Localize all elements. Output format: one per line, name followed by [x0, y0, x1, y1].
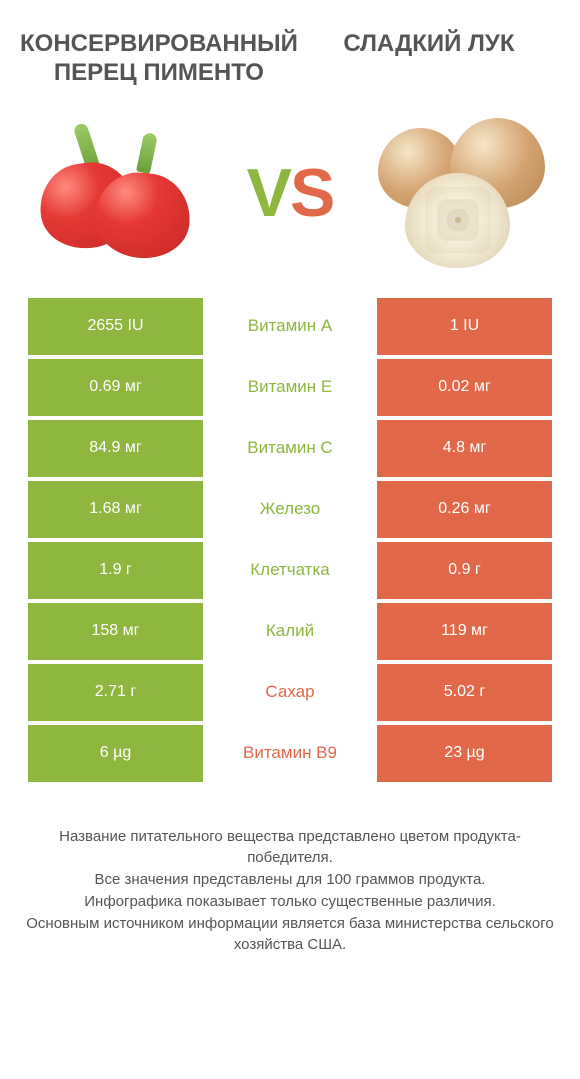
cell-left-value: 84.9 мг	[28, 420, 203, 477]
table-row: 6 µgВитамин B923 µg	[28, 725, 552, 782]
cell-right-value: 0.9 г	[377, 542, 552, 599]
cell-nutrient-label: Витамин C	[203, 420, 377, 477]
images-row: VS	[0, 98, 580, 298]
table-row: 0.69 мгВитамин E0.02 мг	[28, 359, 552, 416]
cell-left-value: 6 µg	[28, 725, 203, 782]
table-row: 1.68 мгЖелезо0.26 мг	[28, 481, 552, 538]
cell-right-value: 1 IU	[377, 298, 552, 355]
onion-icon	[370, 113, 550, 273]
cell-right-value: 4.8 мг	[377, 420, 552, 477]
vs-label: VS	[247, 154, 334, 232]
table-row: 1.9 гКлетчатка0.9 г	[28, 542, 552, 599]
footer-line: Название питательного вещества представл…	[25, 826, 555, 870]
image-left	[30, 108, 210, 278]
cell-nutrient-label: Витамин B9	[203, 725, 377, 782]
cell-nutrient-label: Сахар	[203, 664, 377, 721]
cell-right-value: 119 мг	[377, 603, 552, 660]
footer-notes: Название питательного вещества представл…	[0, 786, 580, 957]
cell-nutrient-label: Калий	[203, 603, 377, 660]
cell-right-value: 5.02 г	[377, 664, 552, 721]
cell-nutrient-label: Витамин A	[203, 298, 377, 355]
image-right	[370, 108, 550, 278]
title-right: Сладкий лук	[298, 30, 560, 59]
footer-line: Все значения представлены для 100 граммо…	[25, 869, 555, 891]
pepper-icon	[35, 118, 205, 268]
cell-nutrient-label: Витамин E	[203, 359, 377, 416]
cell-left-value: 158 мг	[28, 603, 203, 660]
vs-s: S	[290, 155, 333, 231]
table-row: 158 мгКалий119 мг	[28, 603, 552, 660]
cell-nutrient-label: Железо	[203, 481, 377, 538]
table-row: 84.9 мгВитамин C4.8 мг	[28, 420, 552, 477]
cell-left-value: 2.71 г	[28, 664, 203, 721]
cell-left-value: 2655 IU	[28, 298, 203, 355]
cell-right-value: 0.02 мг	[377, 359, 552, 416]
header: Консервированный перец Пименто Сладкий л…	[0, 0, 580, 98]
vs-v: V	[247, 155, 290, 231]
cell-right-value: 23 µg	[377, 725, 552, 782]
title-left: Консервированный перец Пименто	[20, 30, 298, 88]
table-row: 2.71 гСахар5.02 г	[28, 664, 552, 721]
cell-right-value: 0.26 мг	[377, 481, 552, 538]
cell-left-value: 0.69 мг	[28, 359, 203, 416]
cell-nutrient-label: Клетчатка	[203, 542, 377, 599]
cell-left-value: 1.68 мг	[28, 481, 203, 538]
cell-left-value: 1.9 г	[28, 542, 203, 599]
comparison-table: 2655 IUВитамин A1 IU0.69 мгВитамин E0.02…	[0, 298, 580, 782]
table-row: 2655 IUВитамин A1 IU	[28, 298, 552, 355]
footer-line: Основным источником информации является …	[25, 913, 555, 957]
footer-line: Инфографика показывает только существенн…	[25, 891, 555, 913]
